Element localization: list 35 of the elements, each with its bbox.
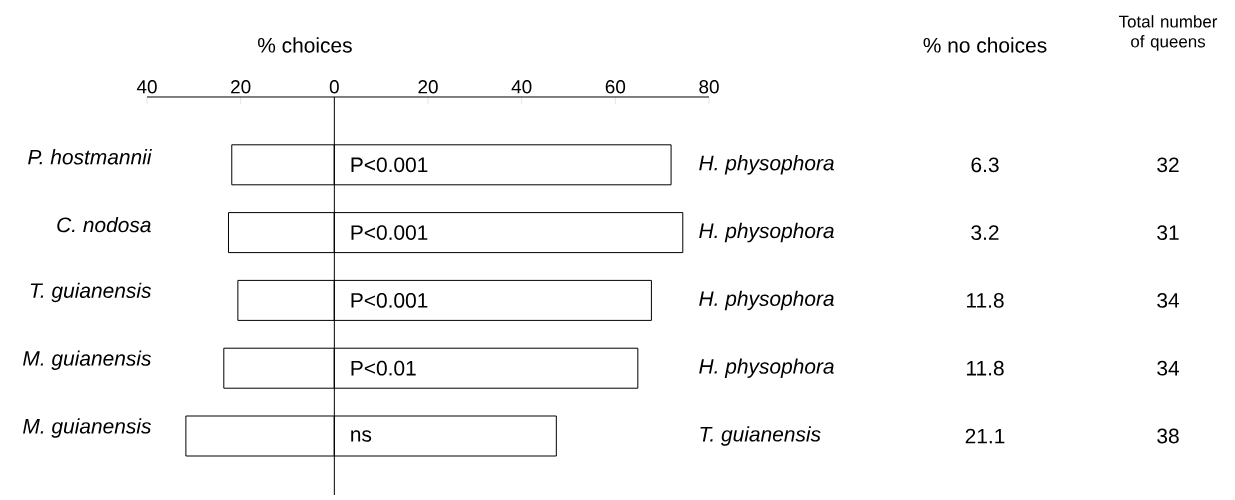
- x-tick-label: 20: [231, 80, 251, 94]
- x-axis-title: % choices: [258, 37, 352, 53]
- annotation: H. physophora: [699, 155, 834, 175]
- y-tick-label: C. nodosa: [57, 216, 151, 233]
- annotation: P<0.001: [351, 292, 428, 308]
- x-tick-label: 40: [511, 80, 532, 94]
- annotation: P<0.01: [351, 360, 416, 376]
- text: 31: [1157, 225, 1179, 240]
- text: 34: [1157, 360, 1180, 376]
- y-tick-label: M. guianensis: [23, 350, 152, 370]
- annotation: H. physophora: [699, 290, 834, 311]
- annotation: H. physophora: [699, 358, 834, 378]
- y-tick-label: P. hostmannii: [28, 149, 152, 165]
- annotation: ns: [351, 430, 372, 442]
- x-tick-label: 0: [329, 80, 339, 94]
- y-tick-label: M. guianensis: [23, 418, 152, 438]
- y-tick-label: T. guianensis: [30, 282, 152, 303]
- annotation: P<0.001: [351, 225, 428, 240]
- annotation: H. physophora: [699, 222, 834, 243]
- text: Total number of queens: [1118, 15, 1218, 51]
- annotation: T. guianensis: [700, 426, 821, 446]
- x-tick-label: 60: [605, 80, 626, 94]
- text: 21.1: [965, 428, 1005, 444]
- text: 11.8: [967, 360, 1004, 376]
- x-tick-label: 20: [418, 80, 438, 94]
- text: 11.8: [967, 292, 1004, 308]
- annotation: P<0.001: [351, 157, 428, 173]
- x-tick-label: 40: [136, 80, 157, 94]
- text: 3.2: [971, 225, 999, 240]
- text: % no choices: [923, 37, 1047, 53]
- x-tick-label: 80: [699, 80, 719, 94]
- text: 6.3: [971, 157, 999, 173]
- text: 38: [1157, 428, 1179, 444]
- text: 34: [1157, 292, 1180, 308]
- text: 32: [1157, 157, 1179, 173]
